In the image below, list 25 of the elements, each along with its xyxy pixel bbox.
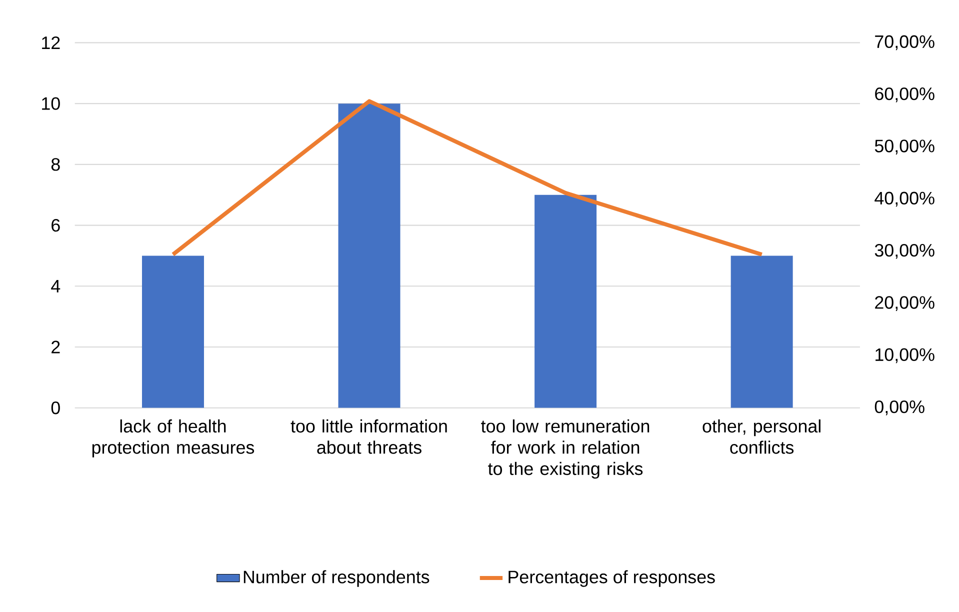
- y-tick-label: 0: [51, 402, 60, 414]
- y-tick-label: 2: [52, 340, 60, 354]
- bar: [142, 256, 204, 408]
- x-tick-label: too little information about threats: [290, 419, 447, 454]
- y2-tick-label: 50,00%: [874, 140, 934, 154]
- bar: [730, 256, 793, 408]
- y2-tick-label: 40,00%: [874, 192, 934, 207]
- y-tick-label: 8: [51, 158, 60, 171]
- y2-tick-label: 0,00%: [874, 400, 924, 416]
- y-tick-label: 10: [42, 97, 60, 110]
- bar: [338, 104, 400, 408]
- x-tick-label: other, personal conflicts: [702, 419, 820, 454]
- legend-label: Number of respondents: [244, 570, 430, 587]
- x-tick-label: too low remuneration for work in relation to the existing risks: [481, 419, 650, 479]
- y-tick-label: 6: [52, 218, 60, 232]
- x-tick-label: lack of health protection measures: [92, 419, 254, 458]
- bar: [534, 194, 597, 408]
- y-tick-label: 12: [42, 36, 60, 49]
- y2-tick-label: 10,00%: [876, 348, 934, 364]
- y2-tick-label: 30,00%: [874, 244, 934, 259]
- y2-tick-label: 60,00%: [875, 87, 934, 102]
- y2-tick-label: 20,00%: [875, 296, 934, 311]
- y-tick-label: 4: [51, 280, 60, 292]
- y2-tick-label: 70,00%: [875, 35, 934, 50]
- legend-label: Percentages of responses: [508, 570, 715, 587]
